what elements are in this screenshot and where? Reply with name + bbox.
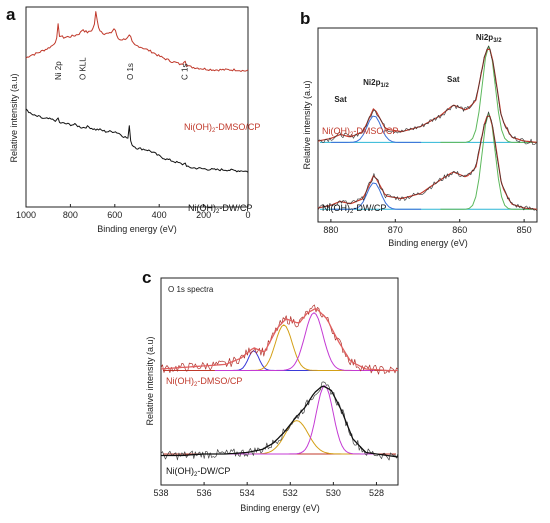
panel-b-peak-label: Sat bbox=[334, 95, 347, 104]
panel-a-xtick-label: 800 bbox=[63, 210, 78, 220]
panel-c: c O 1s spectra 538 536 534 532 530 528 Bindin… bbox=[142, 268, 399, 513]
panel-c-fit-component bbox=[214, 385, 375, 455]
panel-c-xtick-label: 528 bbox=[369, 488, 384, 498]
panel-a-peak-label: C 1s bbox=[181, 64, 190, 80]
panel-a-peak-label: O 1s bbox=[126, 63, 135, 80]
panel-b-ylabel: Relative intensity (a.u) bbox=[302, 80, 312, 169]
panel-c-series-dw-envelope bbox=[161, 385, 399, 458]
panel-b-fit-green bbox=[440, 45, 537, 143]
panel-c-series-dmso-data bbox=[160, 304, 399, 375]
panel-c-xticks: 538 536 534 532 530 528 bbox=[153, 482, 384, 498]
panel-a-xtick-label: 1000 bbox=[16, 210, 36, 220]
panel-a-xtick-label: 200 bbox=[196, 210, 211, 220]
panel-b-series-dmso-data bbox=[317, 45, 538, 145]
panel-b-xtick-label: 880 bbox=[323, 225, 338, 235]
panel-b-series-label-dw: Ni(OH)2-DW/CP bbox=[322, 203, 386, 215]
panel-a-xtick-label: 600 bbox=[107, 210, 122, 220]
panel-c-letter: c bbox=[142, 268, 151, 287]
panel-c-title: O 1s spectra bbox=[168, 285, 214, 294]
panel-c-xtick-label: 536 bbox=[197, 488, 212, 498]
panel-b-xtick-label: 860 bbox=[452, 225, 467, 235]
panel-a-series bbox=[25, 11, 249, 173]
panel-c-xlabel: Binding energy (eV) bbox=[240, 503, 320, 513]
panel-a-series-label-dmso: Ni(OH)2-DMSO/CP bbox=[184, 122, 260, 134]
panel-b-xtick-label: 870 bbox=[388, 225, 403, 235]
panel-c-series-dmso-envelope bbox=[160, 307, 398, 372]
panel-a-series-dw-line bbox=[25, 108, 249, 173]
panel-b-xtick-label: 850 bbox=[517, 225, 532, 235]
panel-b-peak-label: Ni2p1/2 bbox=[363, 78, 389, 89]
panel-c-ylabel: Relative intensity (a.u) bbox=[145, 336, 155, 425]
panel-c-xtick-label: 532 bbox=[283, 488, 298, 498]
panel-b-fit-blue bbox=[330, 115, 422, 143]
panel-a-xtick-label: 0 bbox=[245, 210, 250, 220]
panel-a-xticks: 1000 800 600 400 200 0 bbox=[16, 204, 251, 220]
panel-a: a 1000 800 600 400 200 0 Ni 2p O KLL O 1s C 1s B… bbox=[6, 5, 260, 234]
panel-b-envelope bbox=[317, 48, 538, 143]
panel-c-xtick-label: 538 bbox=[153, 488, 168, 498]
panel-a-frame bbox=[25, 6, 249, 208]
panel-c-fit-component bbox=[214, 420, 375, 455]
panel-c-fit-component bbox=[214, 312, 375, 371]
panel-b-fit-green bbox=[440, 112, 537, 210]
panel-c-frame bbox=[160, 277, 399, 486]
panel-b-letter: b bbox=[300, 9, 310, 28]
panel-a-ylabel: Relative intensity (a.u) bbox=[9, 73, 19, 162]
panel-a-peak-label: O KLL bbox=[79, 57, 88, 80]
panel-a-peak-label: Ni 2p bbox=[54, 61, 63, 80]
panel-b-peak-label: Sat bbox=[447, 75, 460, 84]
panel-b-series-label-dmso: Ni(OH)2-DMSO/CP bbox=[322, 126, 398, 138]
panel-b: b 880 870 860 850 Sat Ni2p1/2 Sat Ni2p3/2 Bind… bbox=[300, 9, 538, 248]
panel-b-peak-label: Ni2p3/2 bbox=[476, 33, 502, 44]
panel-a-series-dmso-line bbox=[25, 11, 249, 72]
panel-b-envelope bbox=[317, 115, 538, 210]
panel-b-fit-blue bbox=[330, 182, 422, 210]
panel-a-xtick-label: 400 bbox=[152, 210, 167, 220]
panel-c-series-label-dw: Ni(OH)2-DW/CP bbox=[166, 466, 230, 478]
panel-c-xtick-label: 530 bbox=[326, 488, 341, 498]
panel-b-series bbox=[317, 45, 538, 212]
panel-a-peak-labels: Ni 2p O KLL O 1s C 1s bbox=[54, 57, 190, 80]
panel-a-series-label-dw: Ni(OH)2-DW/CP bbox=[188, 203, 252, 215]
panel-c-xtick-label: 534 bbox=[240, 488, 255, 498]
panel-a-xlabel: Binding energy (eV) bbox=[97, 224, 177, 234]
panel-b-xticks: 880 870 860 850 bbox=[323, 219, 532, 235]
panel-b-frame bbox=[317, 27, 538, 223]
panel-c-series bbox=[160, 304, 399, 461]
panel-b-xlabel: Binding energy (eV) bbox=[388, 238, 468, 248]
panel-b-series-dw-data bbox=[317, 111, 538, 212]
panel-b-peak-labels: Sat Ni2p1/2 Sat Ni2p3/2 bbox=[334, 33, 502, 104]
panel-a-letter: a bbox=[6, 5, 16, 24]
panel-c-series-label-dmso: Ni(OH)2-DMSO/CP bbox=[166, 376, 242, 388]
